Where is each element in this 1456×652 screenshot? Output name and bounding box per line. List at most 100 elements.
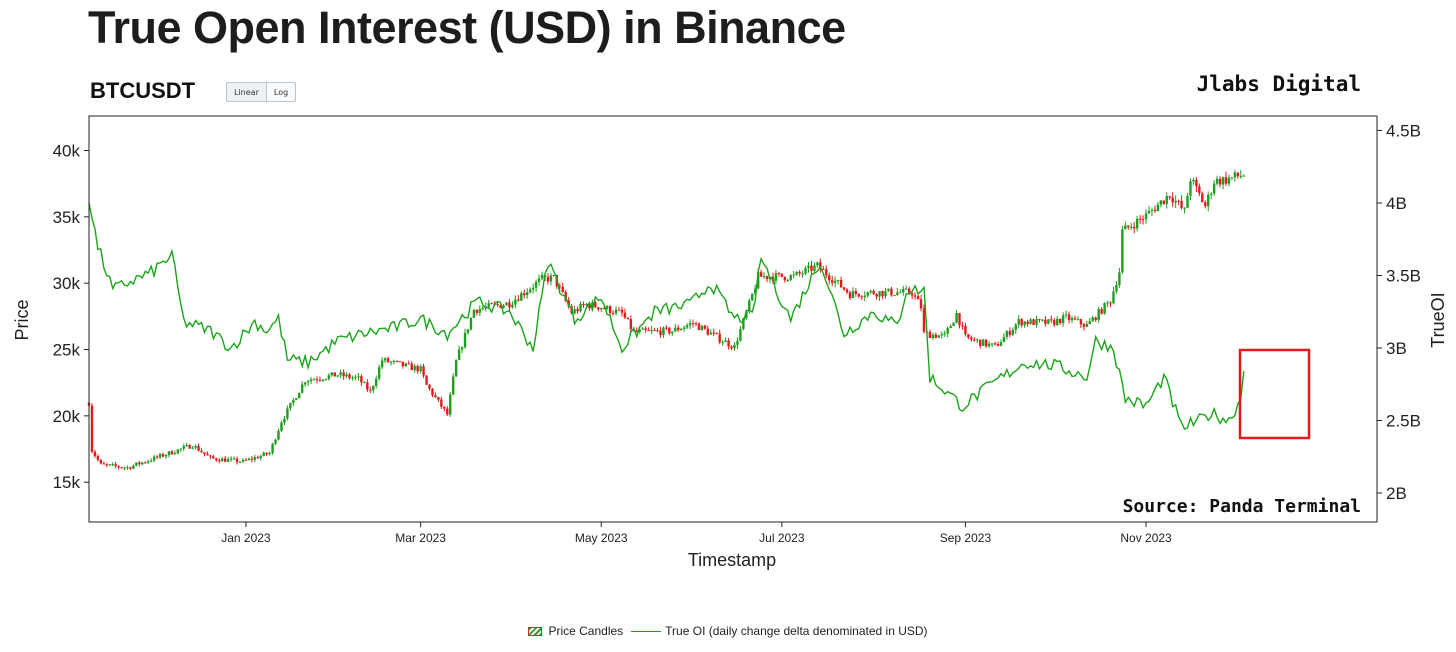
candle-body <box>194 446 197 448</box>
candle-body <box>783 276 787 281</box>
candle-body <box>748 300 751 312</box>
candle-body <box>531 287 535 290</box>
candle-body <box>1121 229 1124 273</box>
candle-body <box>665 327 668 329</box>
candle-body <box>733 344 736 349</box>
candle-body <box>120 467 123 469</box>
candle-body <box>671 331 674 334</box>
candle-body <box>197 446 200 451</box>
plot-area-frame <box>88 115 1378 523</box>
candle-body <box>327 375 331 379</box>
candle-body <box>866 292 869 296</box>
candle-body <box>244 459 248 461</box>
candle-body <box>369 389 372 391</box>
candle-body <box>357 376 360 378</box>
candle-body <box>283 418 286 423</box>
y-left-tick-label: 20k <box>53 407 81 426</box>
candle-body <box>1097 309 1100 321</box>
candle-body <box>706 328 710 335</box>
candle-body <box>1118 272 1121 286</box>
candle-body <box>833 280 837 283</box>
x-tick-label: May 2023 <box>575 531 628 545</box>
legend-item-oi[interactable]: True OI (daily change delta denominated … <box>631 624 928 638</box>
candle-body <box>1011 329 1015 335</box>
candle-body <box>454 359 458 377</box>
candle-body <box>1064 314 1068 316</box>
candle-body <box>1156 204 1160 212</box>
candle-body <box>209 455 212 457</box>
candle-body <box>1195 179 1198 187</box>
candle-body <box>851 291 855 298</box>
candle-body <box>487 303 490 307</box>
candle-body <box>147 461 150 463</box>
candle-body <box>1174 200 1177 203</box>
candle-body <box>404 363 408 367</box>
candle-body <box>842 287 846 290</box>
candle-body <box>1242 175 1245 177</box>
candle-body <box>469 317 473 330</box>
candle-body <box>179 448 182 450</box>
candle-body <box>164 455 168 457</box>
candle-body <box>1073 318 1077 320</box>
candle-body <box>902 288 905 293</box>
candle-body <box>342 372 345 377</box>
candle-body <box>372 385 375 391</box>
candle-body <box>662 327 665 336</box>
candle-body <box>905 288 908 290</box>
candle-body <box>1135 218 1139 229</box>
linear-scale-button[interactable]: Linear <box>226 82 267 102</box>
candle-body <box>375 378 378 386</box>
candle-body <box>295 398 298 400</box>
candle-body <box>1038 319 1041 321</box>
candle-body <box>629 319 633 330</box>
candle-body <box>517 299 520 301</box>
y-left-tick-label: 40k <box>53 141 81 160</box>
candle-body <box>298 392 301 399</box>
candle-body <box>1165 196 1168 204</box>
candle-body <box>1218 178 1222 185</box>
candle-body <box>1047 319 1050 324</box>
candle-body <box>514 299 517 305</box>
line-swatch-icon <box>631 630 662 632</box>
candle-body <box>626 317 630 320</box>
y-right-tick-label: 2.5B <box>1386 412 1421 431</box>
log-scale-button[interactable]: Log <box>266 82 297 102</box>
legend-item-candles[interactable]: Price Candles <box>528 624 623 638</box>
candle-body <box>1186 195 1189 208</box>
candle-body <box>419 366 422 372</box>
candle-body <box>650 330 653 332</box>
candle-body <box>300 384 304 393</box>
candle-body <box>644 328 647 331</box>
candle-body <box>212 456 215 459</box>
candle-body <box>878 291 881 297</box>
candle-body <box>1061 315 1065 324</box>
candle-body <box>434 395 437 398</box>
candle-body <box>1091 317 1094 322</box>
candle-body <box>265 452 268 455</box>
candle-body <box>825 269 828 276</box>
candle-body <box>1215 178 1219 184</box>
x-tick-label: Jul 2023 <box>759 531 805 545</box>
candle-body <box>736 340 739 345</box>
candle-body <box>913 295 917 297</box>
candle-body <box>123 467 126 469</box>
candle-body <box>605 306 609 309</box>
candle-body <box>289 402 292 409</box>
candle-body <box>1124 225 1127 230</box>
y-right-axis-title: TrueOI <box>1428 292 1448 347</box>
candle-body <box>1041 319 1044 321</box>
candle-body <box>392 360 396 362</box>
candle-body <box>167 451 171 456</box>
candle-body <box>742 318 745 329</box>
candle-body <box>641 328 644 330</box>
candle-body <box>588 303 591 309</box>
candle-body <box>1209 193 1213 195</box>
candle-body <box>277 430 280 440</box>
candle-body <box>132 465 135 469</box>
candle-body <box>226 459 230 462</box>
candle-body <box>144 462 147 464</box>
source-label: Source: Panda Terminal <box>1123 496 1361 517</box>
candle-body <box>751 293 754 301</box>
candle-swatch-icon <box>528 626 543 636</box>
candle-body <box>996 344 1000 346</box>
